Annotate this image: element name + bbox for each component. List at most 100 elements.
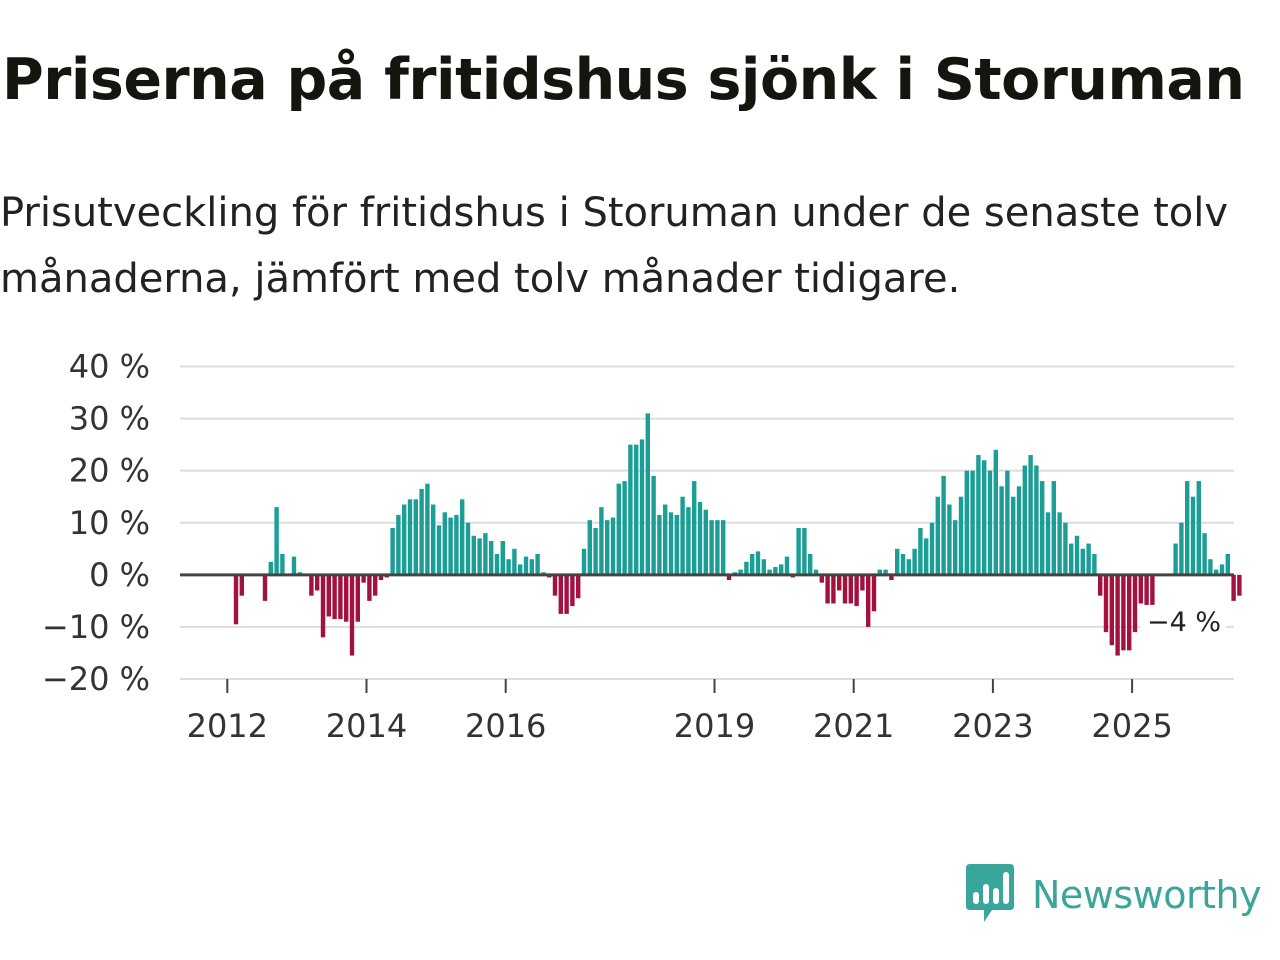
- x-tick-label: 2014: [326, 707, 407, 745]
- bar: [529, 559, 534, 575]
- bar: [668, 512, 674, 575]
- x-tick-label: 2012: [187, 707, 268, 745]
- bar: [924, 538, 929, 575]
- newsworthy-logo-icon: [964, 862, 1016, 928]
- bar: [999, 486, 1004, 575]
- bar: [1150, 574, 1155, 627]
- bar: [436, 525, 442, 575]
- bar: [233, 574, 239, 625]
- bar: [413, 499, 418, 575]
- bar: [332, 574, 337, 620]
- bar: [744, 561, 749, 575]
- bar: [349, 574, 355, 656]
- bar: [1127, 574, 1132, 651]
- bar: [1011, 496, 1016, 575]
- bar: [1214, 569, 1219, 575]
- bar: [726, 574, 732, 581]
- bar: [900, 554, 906, 575]
- bar: [842, 574, 848, 604]
- bar: [564, 574, 569, 614]
- y-tick-label: 0 %: [89, 556, 150, 594]
- brand-name: Newsworthy: [1032, 873, 1262, 917]
- bar: [1080, 548, 1085, 575]
- bar: [326, 574, 331, 617]
- bar: [1231, 574, 1236, 601]
- brand-footer: Newsworthy: [964, 862, 1262, 928]
- bar: [738, 569, 743, 575]
- bar-chart: 40 %30 %20 %10 %0 %−10 %−20 % 2012 2014 20…: [42, 348, 1242, 745]
- bar: [1005, 470, 1010, 575]
- bar: [1132, 574, 1138, 633]
- bar: [837, 574, 842, 591]
- bar: [1185, 481, 1190, 575]
- y-tick-label: −20 %: [42, 660, 150, 698]
- bar: [1040, 481, 1045, 575]
- bar: [761, 559, 766, 575]
- bar: [1196, 481, 1201, 575]
- bar: [645, 413, 650, 575]
- last-value-label-bg: [1140, 604, 1226, 639]
- bar: [1086, 543, 1091, 575]
- bar: [419, 488, 424, 575]
- bar: [552, 574, 558, 596]
- bar: [442, 512, 447, 575]
- bar: [993, 449, 998, 575]
- bar: [1190, 496, 1196, 575]
- bar: [407, 499, 413, 575]
- bar: [663, 504, 668, 575]
- bar: [390, 527, 395, 575]
- bar: [471, 535, 476, 575]
- bar: [425, 483, 430, 575]
- bar: [703, 509, 708, 575]
- bar: [634, 444, 639, 575]
- bar: [239, 574, 244, 596]
- bar: [1179, 522, 1184, 575]
- bar: [535, 554, 540, 575]
- bar: [906, 559, 911, 575]
- bar: [802, 527, 807, 575]
- bar: [570, 574, 575, 607]
- x-tick-label: 2016: [465, 707, 546, 745]
- bar: [610, 517, 616, 575]
- bar: [576, 574, 581, 599]
- y-tick-label: 30 %: [69, 400, 150, 438]
- bar: [987, 470, 993, 575]
- bar: [1051, 481, 1056, 575]
- bar: [941, 475, 946, 575]
- bar: [274, 507, 279, 575]
- bar: [616, 483, 621, 575]
- bar: [680, 496, 685, 575]
- bar: [309, 574, 314, 596]
- bar: [291, 556, 297, 575]
- bar: [889, 574, 894, 581]
- bar: [779, 564, 784, 575]
- bar: [831, 574, 836, 604]
- bar: [953, 520, 958, 575]
- bar: [1173, 543, 1178, 575]
- bar: [367, 574, 372, 601]
- bar-series: [233, 413, 1242, 656]
- bar: [448, 517, 453, 575]
- bar: [721, 520, 726, 575]
- bar: [808, 554, 813, 575]
- bar: [1109, 574, 1114, 646]
- bar: [935, 496, 940, 575]
- bar: [1115, 574, 1120, 656]
- y-tick-label: 20 %: [69, 452, 150, 490]
- bar: [315, 574, 320, 591]
- bar: [976, 455, 981, 575]
- bar: [494, 554, 500, 575]
- bar: [500, 540, 505, 575]
- bar: [465, 522, 471, 575]
- bar: [697, 501, 703, 575]
- bar: [1063, 522, 1068, 575]
- bar: [825, 574, 830, 604]
- bar: [1237, 574, 1242, 596]
- bar: [593, 527, 598, 575]
- x-tick-label: 2021: [813, 707, 894, 745]
- bar: [1219, 564, 1225, 575]
- bar: [489, 540, 494, 575]
- bar: [1074, 535, 1080, 575]
- bar: [344, 574, 349, 622]
- bar: [512, 548, 517, 575]
